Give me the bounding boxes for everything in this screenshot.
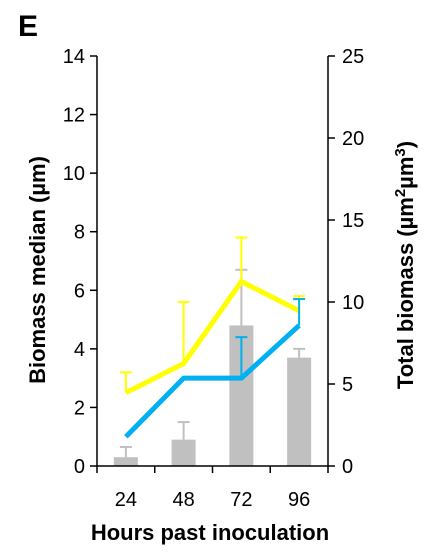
x-tick-label-24: 24 [115,489,137,511]
x-tick-label-48: 48 [173,489,195,511]
y-right-tick-label-10: 10 [342,292,364,314]
y-left-tick-label-6: 6 [74,280,85,302]
y-right-tick-label-20: 20 [342,128,364,150]
panel-label: E [18,10,39,43]
y-right-tick-label-5: 5 [342,374,353,396]
bar-96 [287,357,312,466]
x-tick-label-72: 72 [230,489,252,511]
lines-layer [119,236,306,439]
line-series-2 [124,323,301,439]
y-left-tick-label-8: 8 [74,222,85,244]
bar-48 [171,439,196,466]
y-axis-left-label: Biomass median (µm) [25,156,50,384]
y-left-tick-label-0: 0 [74,456,85,478]
y-right-tick-label-0: 0 [342,456,353,478]
y-axis-right-label: Total biomass (µm2µm3) [392,141,418,389]
x-tick-label-96: 96 [288,489,310,511]
y-left-tick-label-10: 10 [63,163,85,185]
bar-24 [113,457,138,466]
y-right-tick-label-25: 25 [342,46,364,68]
x-axis-label: Hours past inoculation [91,520,329,545]
y-left-tick-label-4: 4 [74,339,85,361]
y-left-tick-label-12: 12 [63,105,85,127]
y-right-tick-label-15: 15 [342,210,364,232]
y-left-tick-label-2: 2 [74,397,85,419]
y-left-tick-label-14: 14 [63,46,85,68]
axes-layer [90,55,335,473]
line-series-1 [124,279,301,396]
